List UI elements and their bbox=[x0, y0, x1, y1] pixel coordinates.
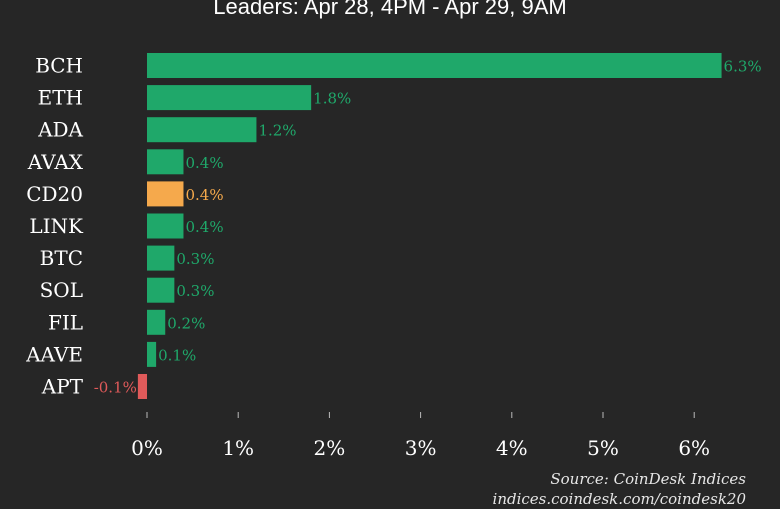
category-label-ada: ADA bbox=[37, 118, 83, 142]
category-label-link: LINK bbox=[29, 214, 84, 238]
category-label-sol: SOL bbox=[40, 278, 83, 302]
category-label-aave: AAVE bbox=[25, 342, 83, 366]
value-label-eth: 1.8% bbox=[313, 90, 351, 108]
bar-apt bbox=[137, 374, 147, 399]
category-label-btc: BTC bbox=[40, 246, 83, 270]
bar-btc bbox=[147, 245, 175, 271]
bar-bch bbox=[147, 53, 722, 78]
source-text: Source: CoinDesk Indices bbox=[550, 470, 746, 488]
value-label-ada: 1.2% bbox=[258, 122, 296, 140]
source-url: indices.coindesk.com/coindesk20 bbox=[492, 490, 746, 508]
x-tick-label-3: 3% bbox=[405, 436, 437, 460]
value-label-link: 0.4% bbox=[185, 218, 223, 236]
value-label-fil: 0.2% bbox=[167, 314, 205, 332]
x-tick-label-5: 5% bbox=[587, 436, 619, 460]
category-label-fil: FIL bbox=[48, 310, 83, 334]
value-label-aave: 0.1% bbox=[158, 346, 196, 364]
x-tick-label-2: 2% bbox=[314, 436, 346, 460]
bar-avax bbox=[147, 149, 184, 175]
value-label-apt: -0.1% bbox=[94, 379, 137, 397]
source-note: Source: CoinDesk Indices indices.coindes… bbox=[493, 469, 746, 509]
x-tick-label-1: 1% bbox=[222, 436, 254, 460]
chart-title: Leaders: Apr 28, 4PM - Apr 29, 9AM bbox=[213, 0, 567, 19]
bar-aave bbox=[147, 341, 157, 367]
value-label-bch: 6.3% bbox=[724, 58, 762, 76]
bar-cd20 bbox=[147, 181, 184, 207]
value-label-btc: 0.3% bbox=[176, 250, 214, 268]
bar-eth bbox=[147, 85, 312, 111]
category-label-avax: AVAX bbox=[27, 150, 84, 174]
category-label-eth: ETH bbox=[38, 86, 83, 110]
category-label-bch: BCH bbox=[35, 54, 83, 78]
category-label-cd20: CD20 bbox=[26, 182, 83, 206]
value-label-cd20: 0.4% bbox=[185, 186, 223, 204]
category-label-apt: APT bbox=[41, 375, 84, 399]
value-label-avax: 0.4% bbox=[185, 154, 223, 172]
bar-sol bbox=[147, 277, 175, 303]
bar-fil bbox=[147, 309, 166, 335]
value-label-sol: 0.3% bbox=[176, 282, 214, 300]
bar-ada bbox=[147, 117, 257, 143]
x-tick-label-0: 0% bbox=[131, 436, 163, 460]
x-tick-label-4: 4% bbox=[496, 436, 528, 460]
x-tick-label-6: 6% bbox=[678, 436, 710, 460]
bar-link bbox=[147, 213, 184, 239]
